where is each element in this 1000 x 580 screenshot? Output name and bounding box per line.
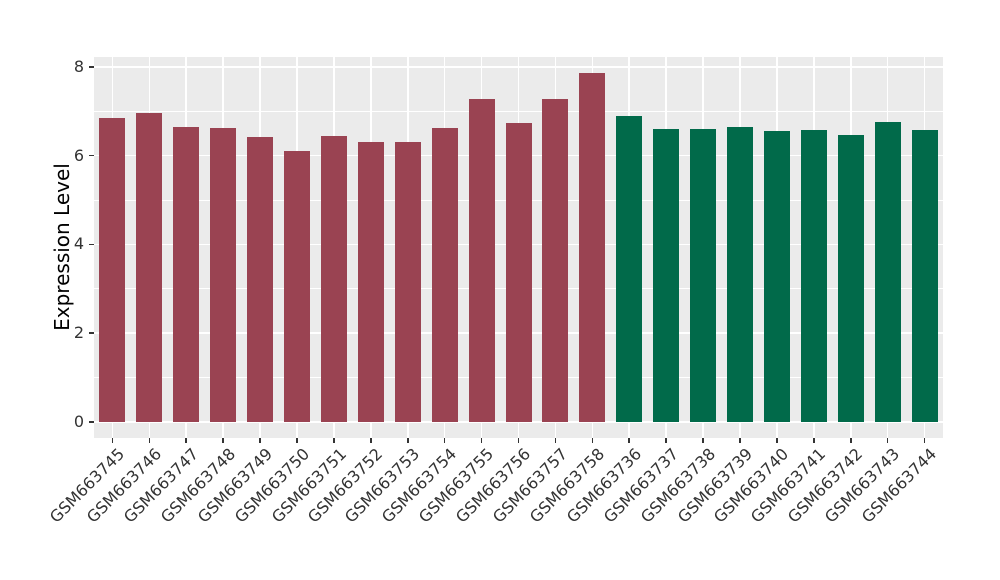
y-tick-mark-6 (89, 154, 94, 157)
bar-gsm663737 (653, 129, 680, 422)
bar-gsm663742 (837, 134, 864, 422)
bar-gsm663757 (542, 99, 569, 422)
bar-gsm663747 (173, 126, 200, 422)
plot-panel (94, 57, 943, 438)
bar-gsm663752 (357, 141, 384, 422)
y-tick-label-8: 8 (73, 56, 84, 76)
bar-gsm663749 (247, 137, 274, 422)
x-tick-mark-gsm663754 (443, 438, 446, 443)
bar-gsm663746 (136, 113, 163, 422)
bar-gsm663755 (468, 99, 495, 422)
x-tick-mark-gsm663756 (517, 438, 520, 443)
x-tick-mark-gsm663752 (370, 438, 372, 443)
bar-gsm663754 (431, 127, 458, 422)
x-tick-mark-gsm663751 (333, 438, 335, 443)
bar-gsm663758 (579, 73, 606, 422)
bar-gsm663756 (505, 123, 532, 422)
y-tick-mark-8 (89, 65, 94, 68)
bar-gsm663750 (284, 151, 311, 422)
y-tick-mark-2 (89, 332, 94, 334)
bar-gsm663739 (726, 127, 753, 422)
x-tick-mark-gsm663740 (776, 438, 778, 443)
x-tick-mark-gsm663737 (665, 438, 667, 443)
y-tick-label-6: 6 (73, 145, 84, 165)
x-tick-mark-gsm663746 (148, 438, 151, 443)
x-tick-mark-gsm663744 (923, 438, 926, 443)
bar-gsm663748 (210, 128, 237, 422)
bar-gsm663745 (99, 117, 126, 422)
y-tick-mark-4 (89, 243, 94, 246)
x-tick-mark-gsm663741 (813, 438, 815, 443)
bar-gsm663753 (394, 141, 421, 422)
x-tick-mark-gsm663736 (628, 438, 631, 443)
x-tick-mark-gsm663750 (296, 438, 298, 443)
bar-gsm663744 (911, 129, 938, 422)
x-tick-mark-gsm663745 (111, 438, 114, 443)
x-tick-mark-gsm663757 (554, 438, 557, 443)
y-tick-label-4: 4 (73, 234, 84, 254)
bar-gsm663741 (800, 129, 827, 422)
x-tick-mark-gsm663747 (185, 438, 188, 443)
x-tick-mark-gsm663749 (259, 438, 261, 443)
y-tick-label-0: 0 (73, 412, 84, 431)
bar-gsm663738 (690, 129, 717, 422)
bar-gsm663740 (763, 131, 790, 422)
x-tick-mark-gsm663758 (591, 438, 594, 443)
bar-gsm663743 (874, 121, 901, 422)
x-tick-mark-gsm663738 (702, 438, 704, 443)
y-tick-label-2: 2 (73, 323, 84, 343)
x-tick-mark-gsm663755 (480, 438, 483, 443)
x-tick-mark-gsm663739 (739, 438, 741, 443)
x-tick-mark-gsm663753 (406, 438, 409, 443)
bar-gsm663736 (616, 116, 643, 422)
x-tick-mark-gsm663743 (886, 438, 889, 443)
x-tick-mark-gsm663742 (849, 438, 852, 443)
y-tick-mark-0 (89, 421, 94, 423)
bar-gsm663751 (320, 136, 347, 422)
x-tick-mark-gsm663748 (222, 438, 224, 443)
